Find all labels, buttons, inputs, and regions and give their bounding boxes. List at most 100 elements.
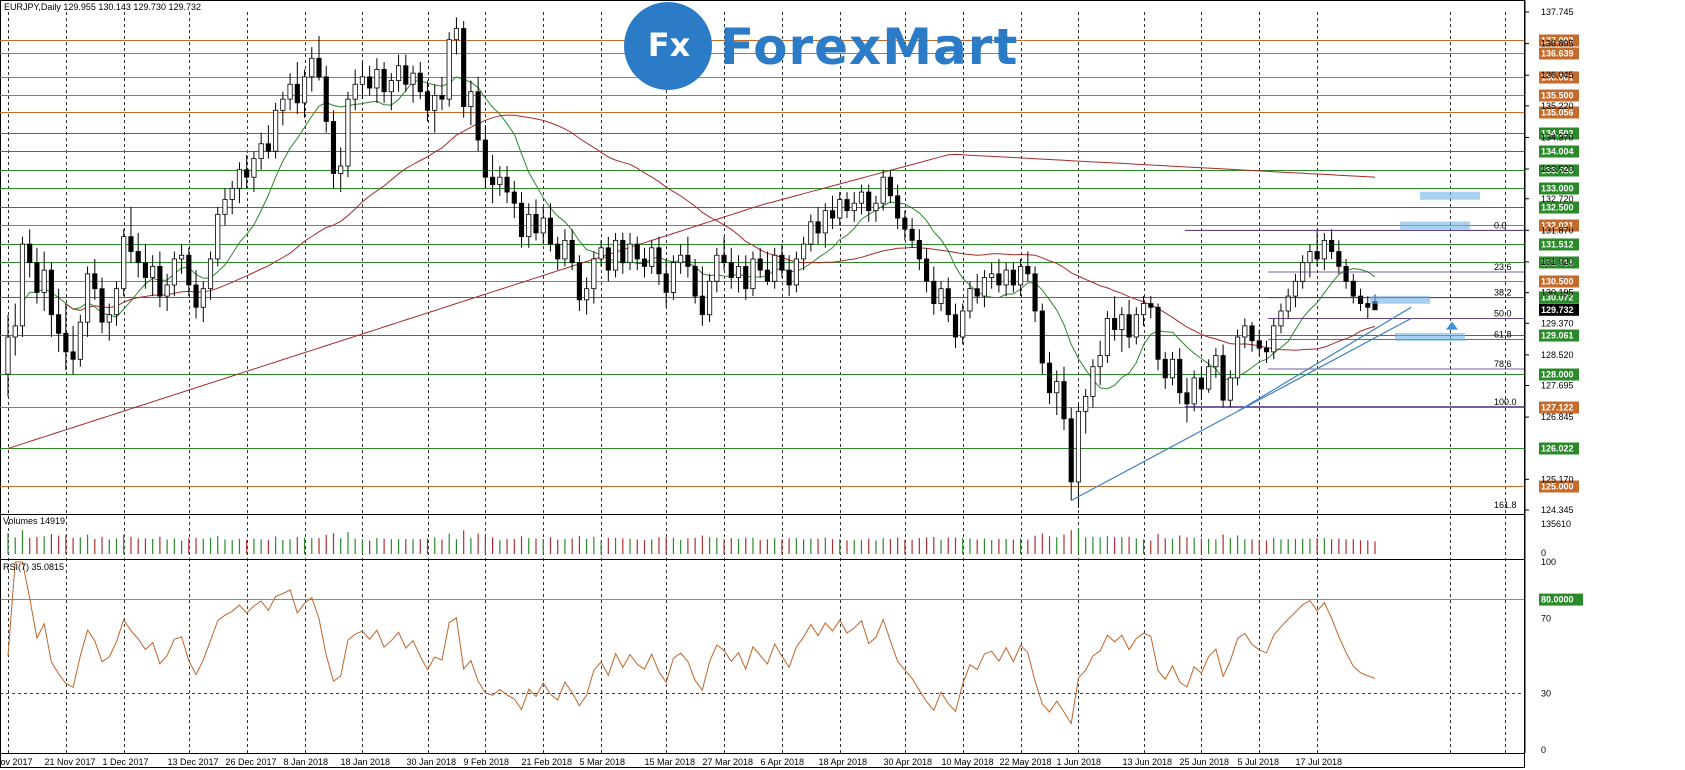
candle-body <box>1025 265 1031 275</box>
candle-body <box>670 262 676 293</box>
level-tag <box>1539 201 1579 214</box>
price-tick-label: 136.895 <box>1541 39 1574 49</box>
volumes-title: Volumes 14919 <box>3 516 65 526</box>
price-tick-label: 127.695 <box>1541 381 1574 391</box>
candle-body <box>887 176 893 197</box>
candle-body <box>598 247 604 260</box>
candle-body <box>251 158 257 178</box>
rsi-overbought-label: 80.0000 <box>1541 595 1574 605</box>
grid <box>0 0 1525 768</box>
candle-body <box>374 69 380 89</box>
level-tag <box>1539 401 1579 414</box>
candle-body <box>121 236 127 290</box>
rsi-tick-label: 70 <box>1541 613 1551 623</box>
candle-body <box>612 239 619 271</box>
logo-text: ForexMart <box>720 18 1019 76</box>
candle-body <box>960 310 966 338</box>
time-tick-label: 8 Jan 2018 <box>284 757 329 767</box>
candle-body <box>99 288 105 323</box>
candle-body <box>916 239 922 260</box>
level-tag-label: 130.500 <box>1541 277 1574 287</box>
candle-body <box>1018 265 1024 286</box>
time-tick-label: 18 Apr 2018 <box>819 757 868 767</box>
time-tick-label: 30 Apr 2018 <box>884 757 933 767</box>
time-tick-label: 25 Jun 2018 <box>1180 757 1230 767</box>
level-tag <box>1539 256 1579 269</box>
candle-body <box>1220 355 1226 401</box>
candle-body <box>367 76 373 89</box>
candle-body <box>555 243 561 260</box>
price-tick-label: 126.845 <box>1541 412 1574 422</box>
candle-body <box>981 277 987 297</box>
candles <box>5 17 1378 508</box>
candle-body <box>432 95 438 111</box>
candle-body <box>1198 377 1204 390</box>
candle-body <box>446 39 452 100</box>
price-tick-label: 130.195 <box>1541 288 1574 298</box>
candle-body <box>866 191 872 212</box>
time-tick-label: 1 Jun 2018 <box>1057 757 1102 767</box>
candle-body <box>1184 392 1190 405</box>
candle-body <box>1336 251 1342 267</box>
candle-body <box>186 254 192 286</box>
level-tag-label: 136.001 <box>1541 73 1574 83</box>
level-tag-label: 134.004 <box>1541 147 1574 157</box>
candle-body <box>707 280 713 316</box>
candle-body <box>1119 314 1125 330</box>
price-tick-label: 128.520 <box>1541 350 1574 360</box>
time-tick-label: 21 Nov 2017 <box>45 757 96 767</box>
candle-body <box>381 69 387 93</box>
candle-body <box>1177 358 1183 394</box>
candle-body <box>743 265 749 290</box>
candle-body <box>1140 303 1147 316</box>
candle-body <box>1242 325 1248 338</box>
candle-body <box>359 76 365 85</box>
candle-body <box>135 251 141 264</box>
candle-body <box>207 258 214 290</box>
candle-body <box>967 288 973 312</box>
candle-body <box>591 258 597 290</box>
candle-body <box>772 254 778 282</box>
candle-body <box>931 280 937 304</box>
candle-body <box>526 213 532 238</box>
fib-label: 50.0 <box>1494 309 1512 319</box>
candle-body <box>569 239 575 264</box>
candle-body <box>808 221 814 245</box>
candle-body <box>902 217 908 230</box>
frame <box>0 0 1525 768</box>
level-tag <box>1539 106 1579 119</box>
fib-label: 100.0 <box>1494 397 1517 407</box>
candle-body <box>490 176 496 186</box>
candle-body <box>92 273 98 290</box>
candle-body <box>873 202 879 212</box>
time-tick-label: 5 Mar 2018 <box>580 757 626 767</box>
candle-body <box>164 284 170 297</box>
level-tag-label: 131.512 <box>1541 240 1574 250</box>
candle-body <box>70 351 76 360</box>
time-tick-label: 22 May 2018 <box>1000 757 1052 767</box>
candle-body <box>106 314 112 323</box>
candle-body <box>5 336 11 375</box>
candle-body <box>273 109 279 152</box>
symbol-header: EURJPY,Daily 129.955 130.143 129.730 129… <box>4 2 201 12</box>
candle-body <box>1307 251 1313 264</box>
target-zone <box>1395 333 1465 342</box>
candle-body <box>1213 355 1219 368</box>
candle-body <box>540 217 546 234</box>
candle-body <box>764 269 771 282</box>
level-tag <box>1539 127 1579 140</box>
candle-body <box>41 269 47 293</box>
trendline-2 <box>1237 306 1412 412</box>
target-zone <box>1400 221 1470 230</box>
candle-body <box>728 262 734 278</box>
candle-body <box>77 321 83 360</box>
candle-body <box>952 314 959 338</box>
candle-body <box>280 98 286 111</box>
candle-body <box>1350 280 1356 297</box>
candle-body <box>779 254 785 271</box>
candle-body <box>1235 336 1241 379</box>
candle-body <box>453 28 460 41</box>
candle-body <box>1032 273 1038 312</box>
time-tick-label: 26 Dec 2017 <box>226 757 277 767</box>
candle-body <box>1292 280 1299 297</box>
